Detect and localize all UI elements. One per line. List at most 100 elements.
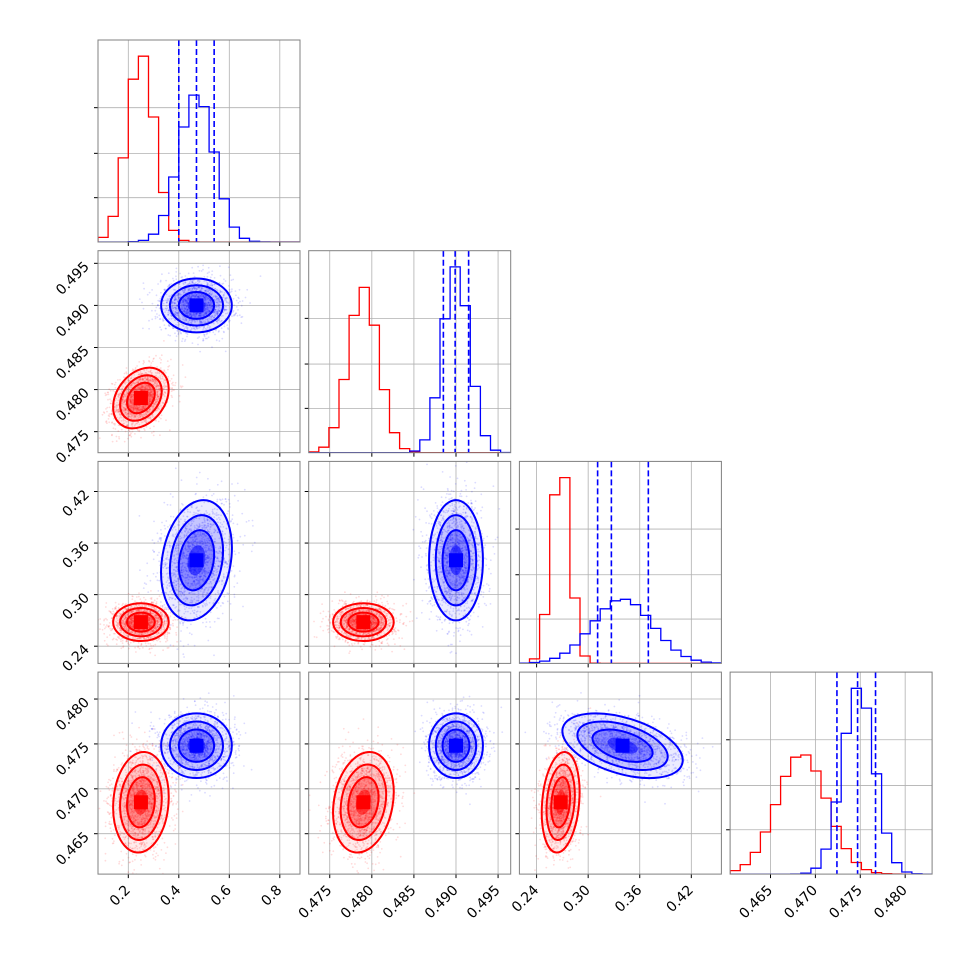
sample-point [108,413,111,415]
sample-point [141,405,144,407]
sample-point [208,331,211,334]
histogram-red [98,55,300,242]
sample-point [153,416,155,418]
sample-point [158,416,161,419]
sample-point [149,397,152,400]
sample-point [235,312,238,314]
sample-point [130,404,133,407]
sample-point [137,407,139,409]
sample-point [150,399,153,401]
sample-point [154,610,157,613]
sample-point [128,434,131,437]
sample-point [157,283,160,285]
sample-point [139,413,141,416]
sample-point [148,380,151,383]
sample-point [135,410,138,413]
sample-point [156,390,159,392]
sample-point [139,388,141,391]
sample-point [178,400,181,403]
sample-point [157,396,159,399]
sample-point [145,385,148,387]
sample-point [232,310,235,312]
sample-point [149,379,152,382]
sample-point [136,405,138,407]
sample-point [163,340,165,342]
sample-point [149,396,151,398]
sample-point [175,335,178,338]
sample-point [157,304,159,307]
sample-point [149,416,152,418]
sample-point [144,387,147,390]
sample-point [164,392,167,395]
sample-point [137,408,140,411]
sample-point [122,423,124,425]
sample-point [127,387,129,390]
sample-point [144,371,147,374]
sample-point [130,396,133,398]
sample-point [202,339,205,342]
sample-point [137,421,140,424]
sample-point [129,401,132,404]
sample-point [84,409,86,411]
sample-point [244,296,247,299]
sample-point [150,387,152,390]
sample-point [150,380,153,383]
sample-point [160,291,162,294]
sample-point [139,405,141,408]
sample-point [134,600,136,603]
sample-point [240,322,243,325]
sample-point [129,416,132,418]
sample-point [134,407,137,410]
sample-point [139,387,142,390]
sample-point [116,393,119,395]
sample-point [121,642,124,645]
sample-point [169,628,172,631]
sample-point [162,387,165,390]
sample-point [158,372,161,375]
sample-point [133,404,136,407]
sample-point [136,365,139,367]
sample-point [162,393,165,395]
sample-point [175,271,178,273]
sample-point [160,404,162,407]
sample-point [147,394,150,397]
sample-point [146,379,148,382]
sample-point [176,329,179,332]
sample-point [137,382,139,384]
sample-point [125,367,128,369]
y-tick-label: 0.495 [53,259,93,299]
sample-point [156,384,159,387]
sample-point [141,378,144,381]
sample-point [193,275,196,278]
sample-point [151,289,154,291]
sample-point [129,434,132,436]
sample-point [154,371,157,374]
sample-point [149,371,152,374]
sample-point [111,422,113,424]
sample-point [154,400,157,403]
sample-point [165,279,168,282]
sample-point [149,393,151,396]
sample-point [175,275,177,278]
sample-point [153,599,156,602]
sample-point [144,420,147,423]
sample-point [134,406,137,409]
sample-point [117,430,120,433]
y-tick-label: 0.42 [59,487,92,520]
sample-point [137,409,140,412]
sample-point [139,372,142,375]
sample-point [148,356,151,358]
sample-point [146,410,148,413]
sample-point [154,379,157,381]
sample-point [98,437,101,439]
sample-point [246,288,249,291]
sample-point [139,378,142,381]
sample-point [118,413,121,416]
sample-point [141,372,144,375]
sample-point [145,420,148,422]
sample-point [155,398,158,401]
density-blue [138,264,262,353]
sample-point [172,624,175,627]
sample-point [151,372,153,374]
